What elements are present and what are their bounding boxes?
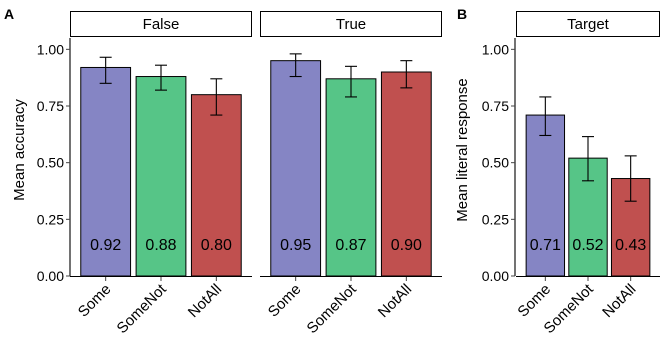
- bar-notall: [190, 94, 242, 277]
- facet-false: False 0.92 Some 0.88 SomeNot 0.80 NotAll: [70, 11, 252, 337]
- y-tick-label: 0.75: [37, 98, 64, 114]
- bar-some: [270, 60, 322, 277]
- y-tick-label: 0.50: [37, 155, 64, 171]
- bar-notall: [380, 71, 432, 277]
- bar-value-label: 0.90: [391, 237, 422, 254]
- bar-some: [525, 114, 566, 277]
- facet-strip: [70, 11, 252, 37]
- x-tick-label: SomeNot: [304, 280, 361, 337]
- facet-true: True 0.95 Some 0.87 SomeNot 0.90 NotAll: [260, 11, 442, 337]
- x-tick-label: SomeNot: [114, 280, 171, 337]
- y-tick-label: 0.75: [482, 98, 509, 114]
- facet-strip-label: True: [336, 16, 366, 33]
- y-tick-label: 0.00: [482, 268, 509, 284]
- y-tick-label: 0.25: [37, 211, 64, 227]
- y-tick-label: 0.25: [482, 211, 509, 227]
- y-tick-label: 1.00: [482, 41, 509, 57]
- x-tick-label: NotAll: [185, 281, 225, 321]
- panel-tag: B: [457, 6, 467, 22]
- facet-strip: [260, 11, 442, 37]
- bar-value-label: 0.95: [280, 237, 311, 254]
- x-tick-label: NotAll: [375, 281, 415, 321]
- panel-a: A Mean accuracy 0.00 0.25 0.50 0.75 1.00 False 0…: [4, 6, 442, 337]
- y-tick-label: 1.00: [37, 41, 64, 57]
- x-tick-label: Some: [265, 281, 305, 321]
- y-axis-title: Mean accuracy: [11, 99, 28, 201]
- y-axis-title: Mean literal response: [454, 78, 471, 221]
- bar-value-label: 0.71: [530, 237, 561, 254]
- bar-some: [80, 66, 132, 277]
- bar-value-label: 0.92: [90, 237, 121, 254]
- x-tick-label: Some: [514, 281, 554, 321]
- facet-strip-label: Target: [567, 16, 610, 33]
- bar-somenot: [325, 78, 377, 277]
- facet-strip: [516, 11, 660, 37]
- y-tick-label: 0.00: [37, 268, 64, 284]
- bar-value-label: 0.43: [615, 237, 646, 254]
- bar-somenot: [135, 76, 187, 277]
- bar-value-label: 0.88: [145, 237, 176, 254]
- panel-tag: A: [4, 6, 14, 22]
- panel-b: B Mean literal response 0.00 0.25 0.50 0.75 1.…: [454, 6, 660, 337]
- bar-value-label: 0.80: [201, 237, 232, 254]
- bar-value-label: 0.52: [572, 237, 603, 254]
- y-tick-label: 0.50: [482, 155, 509, 171]
- bar-value-label: 0.87: [335, 237, 366, 254]
- x-tick-label: NotAll: [599, 281, 639, 321]
- facet-strip-label: False: [143, 16, 180, 33]
- x-tick-label: Some: [75, 281, 115, 321]
